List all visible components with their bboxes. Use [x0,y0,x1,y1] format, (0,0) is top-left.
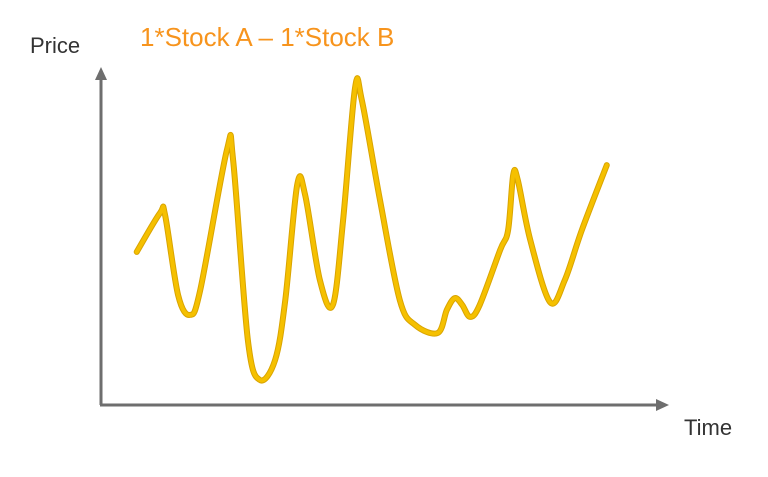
series-line-outline [133,75,610,384]
series-line [134,76,609,383]
y-axis-arrow-icon [95,67,107,80]
x-axis-arrow-icon [656,399,669,411]
chart-title: 1*Stock A – 1*Stock B [140,22,395,52]
x-axis-label: Time [684,415,733,440]
y-axis-label: Price [30,33,81,58]
